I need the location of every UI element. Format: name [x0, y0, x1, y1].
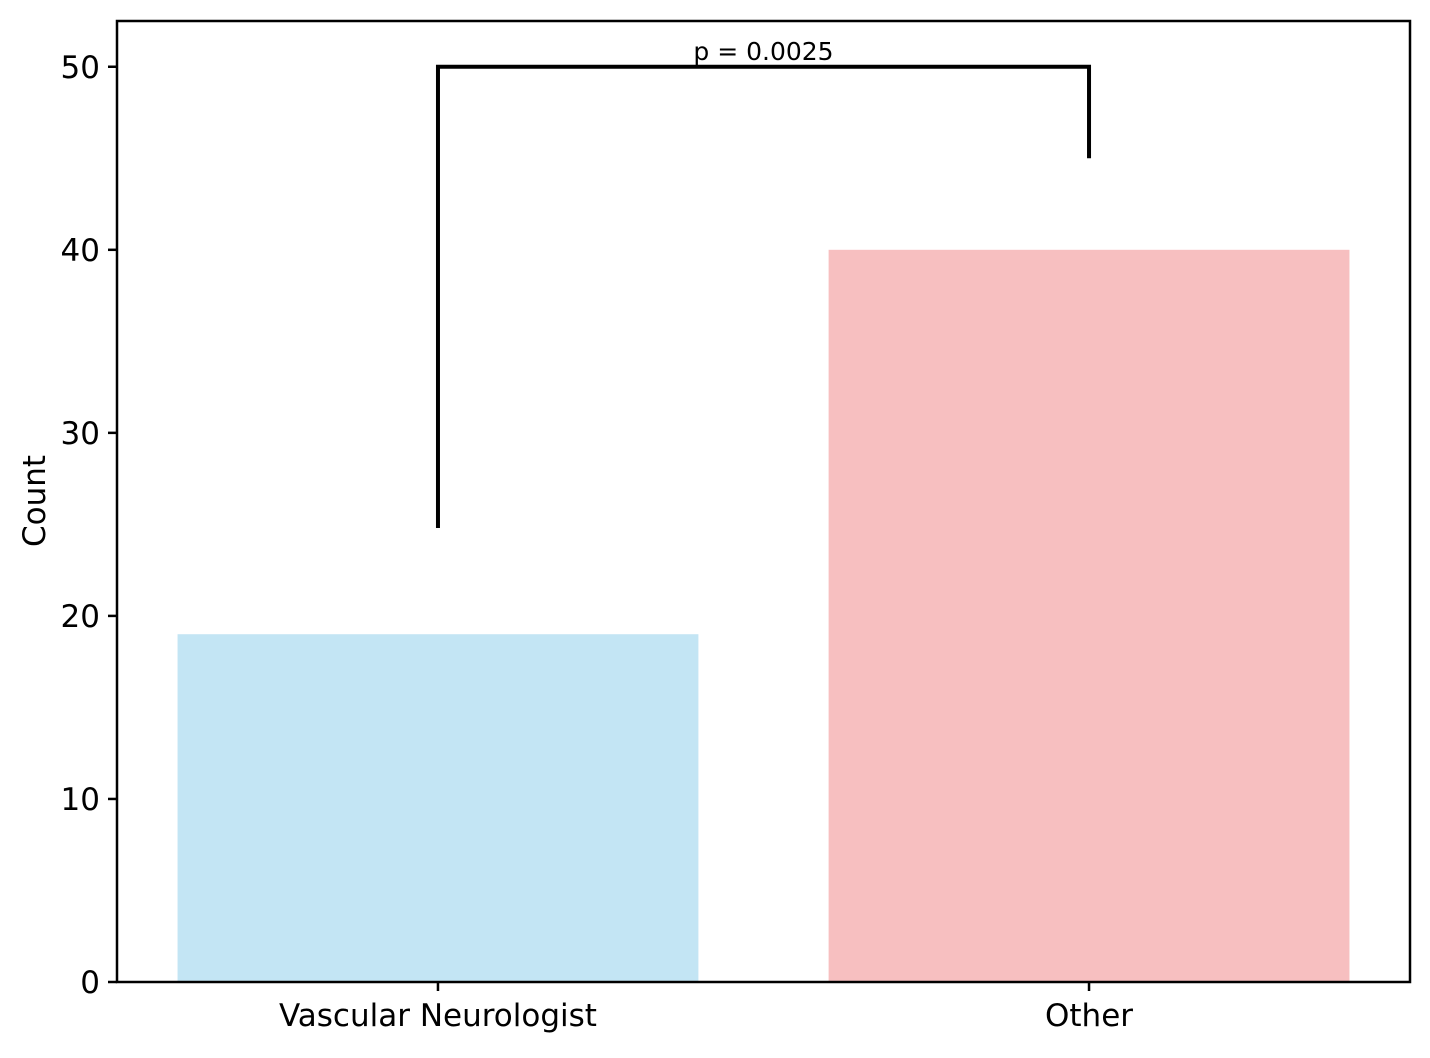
y-tick-label: 30: [61, 416, 100, 452]
bars-group: [177, 249, 1350, 983]
x-axis-ticks: Vascular Neurologist Other: [279, 982, 1133, 1034]
y-tick-label: 50: [61, 50, 100, 86]
y-axis-title: Count: [17, 455, 53, 547]
bar-vascular-neurologist: [177, 634, 699, 982]
significance-bracket: [435, 64, 1092, 529]
x-tick-label: Other: [1045, 998, 1133, 1034]
y-tick-label: 20: [61, 599, 100, 635]
y-tick-label: 40: [61, 233, 100, 269]
p-value-label: p = 0.0025: [693, 37, 833, 66]
plot-border: [115, 19, 1412, 984]
x-tick-label: Vascular Neurologist: [279, 998, 597, 1034]
y-tick-label: 0: [80, 965, 100, 1001]
y-axis-ticks: 0 10 20 30 40 50: [61, 50, 117, 1001]
y-tick-label: 10: [61, 782, 100, 818]
bar-other: [828, 249, 1350, 983]
